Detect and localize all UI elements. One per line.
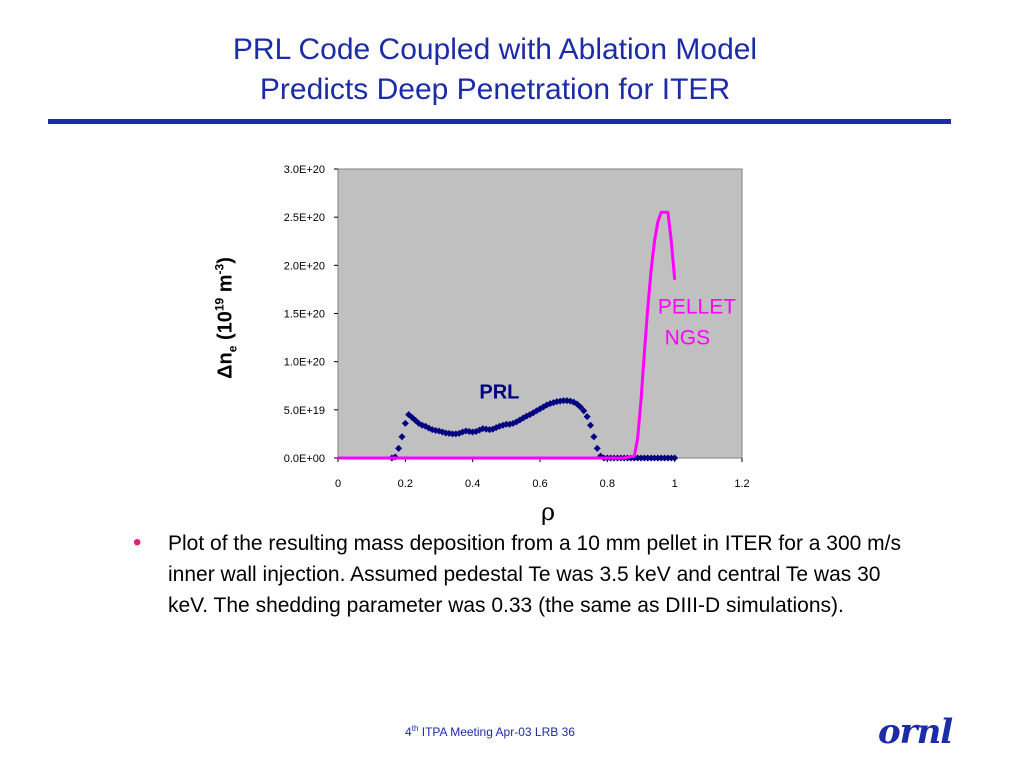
y-tick-label: 1.0E+20	[284, 357, 325, 369]
ornl-logo: ornl	[878, 712, 953, 752]
x-tick-label: 0.6	[532, 478, 547, 490]
data-point-prl	[583, 413, 591, 421]
x-tick-label: 0.2	[398, 478, 413, 490]
footer: 4th ITPA Meeting Apr-03 LRB 36	[405, 724, 575, 739]
x-tick-label: 0.8	[600, 478, 615, 490]
x-tick-label: 1	[672, 478, 678, 490]
series-line-pellet-ngs	[338, 210, 677, 460]
data-point-prl	[398, 433, 406, 441]
y-tick-label: 3.0E+20	[284, 164, 325, 176]
title-line-2: Predicts Deep Penetration for ITER	[259, 73, 731, 106]
data-point-prl	[593, 444, 601, 452]
data-point-prl	[590, 433, 598, 441]
y-tick-label: 2.5E+20	[284, 212, 325, 224]
data-point-prl	[580, 407, 588, 415]
y-axis-label: Δne (1019 m-3)	[212, 257, 240, 379]
data-point-prl	[671, 454, 679, 462]
bullet-text: Plot of the resulting mass deposition fr…	[168, 532, 901, 617]
title-divider	[48, 119, 951, 124]
slide-title: PRL Code Coupled with Ablation Model Pre…	[0, 30, 990, 110]
y-tick-label: 2.0E+20	[284, 260, 325, 272]
series-annotation: NGS	[665, 326, 711, 349]
series-annotation: PRL	[479, 381, 519, 403]
data-point-prl	[401, 419, 409, 427]
y-tick-label: 5.0E+19	[284, 405, 325, 417]
data-point-prl	[576, 403, 584, 411]
y-tick-label: 1.5E+20	[284, 309, 325, 321]
bullet-dot-icon: •	[133, 529, 142, 556]
data-point-prl	[395, 444, 403, 452]
title-line-1: PRL Code Coupled with Ablation Model	[232, 33, 758, 66]
series-annotation: PELLET	[658, 296, 736, 319]
x-tick-label: 1.2	[734, 478, 749, 490]
y-tick-label: 0.0E+00	[284, 453, 325, 465]
data-point-prl	[587, 421, 594, 429]
x-tick-label: 0	[335, 478, 341, 490]
x-axis-label: ρ	[541, 498, 555, 526]
x-tick-label: 0.4	[465, 478, 480, 490]
